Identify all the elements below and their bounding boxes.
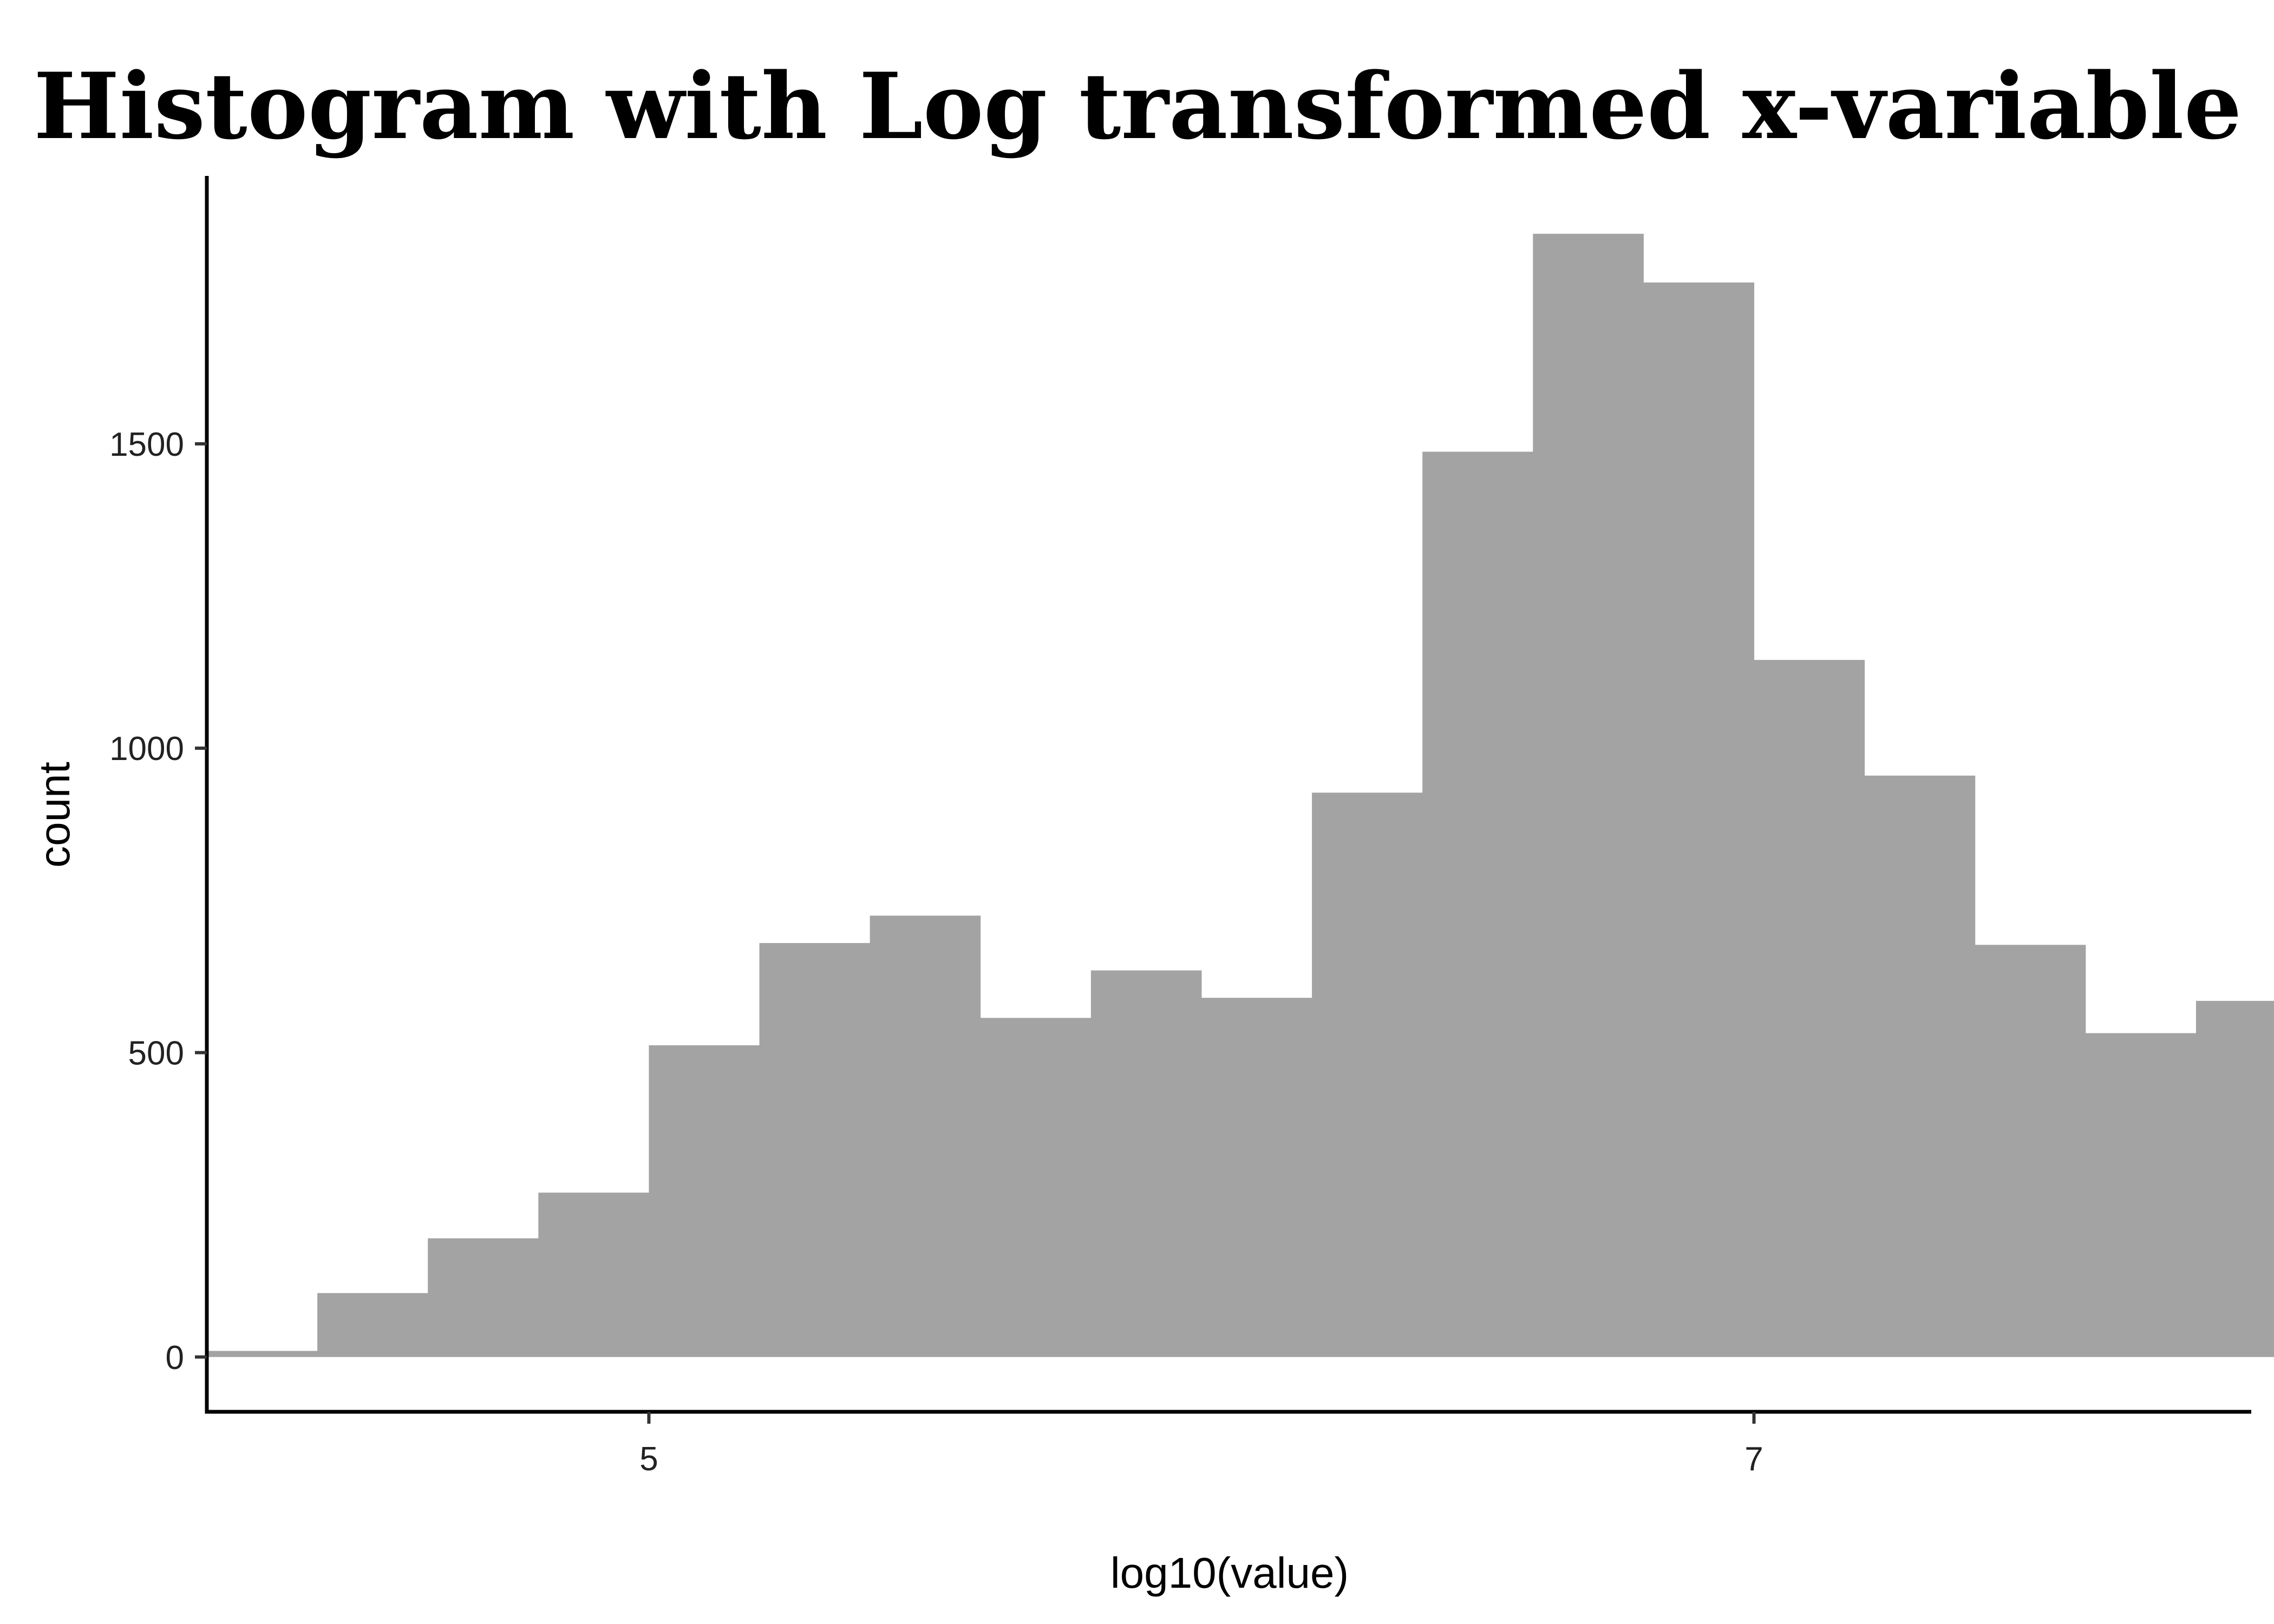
histogram-bar bbox=[1533, 233, 1644, 1357]
x-tick-label: 5 bbox=[639, 1440, 658, 1478]
histogram-bar bbox=[2195, 1000, 2274, 1357]
histogram-bar bbox=[428, 1238, 539, 1357]
y-tick-label: 0 bbox=[166, 1339, 184, 1377]
y-axis-ticks: 0 500 1000 1500 bbox=[109, 426, 207, 1377]
histogram-bar bbox=[980, 1018, 1092, 1357]
x-axis-title: log10(value) bbox=[1110, 1549, 1349, 1597]
histogram-bar bbox=[1643, 282, 1755, 1357]
histogram-bar bbox=[538, 1193, 649, 1357]
x-axis-ticks: 579 bbox=[639, 1412, 1763, 1478]
histogram-bar bbox=[1312, 793, 1423, 1357]
histogram-bar bbox=[1422, 451, 1533, 1357]
histogram-bar bbox=[870, 915, 981, 1357]
histogram-bar bbox=[1754, 660, 1865, 1357]
y-tick-label: 1500 bbox=[109, 426, 184, 463]
histogram-bars bbox=[207, 233, 2274, 1357]
histogram-bar bbox=[1975, 945, 2086, 1357]
histogram-bar bbox=[1090, 970, 1202, 1357]
y-tick-label: 500 bbox=[128, 1034, 184, 1072]
axes bbox=[205, 176, 2251, 1414]
histogram-bar bbox=[317, 1293, 428, 1357]
chart-title: Histogram with Log transformed x-variabl… bbox=[34, 53, 2242, 160]
histogram-bar bbox=[649, 1045, 760, 1357]
histogram-bar bbox=[759, 943, 871, 1357]
x-tick-label: 7 bbox=[1744, 1440, 1763, 1478]
histogram-bar bbox=[1201, 998, 1312, 1357]
histogram-bar bbox=[207, 1351, 318, 1357]
y-axis-title: count bbox=[30, 762, 79, 868]
histogram-bar bbox=[2085, 1033, 2197, 1357]
histogram-bar bbox=[1864, 775, 1976, 1357]
y-tick-label: 1000 bbox=[109, 730, 184, 768]
